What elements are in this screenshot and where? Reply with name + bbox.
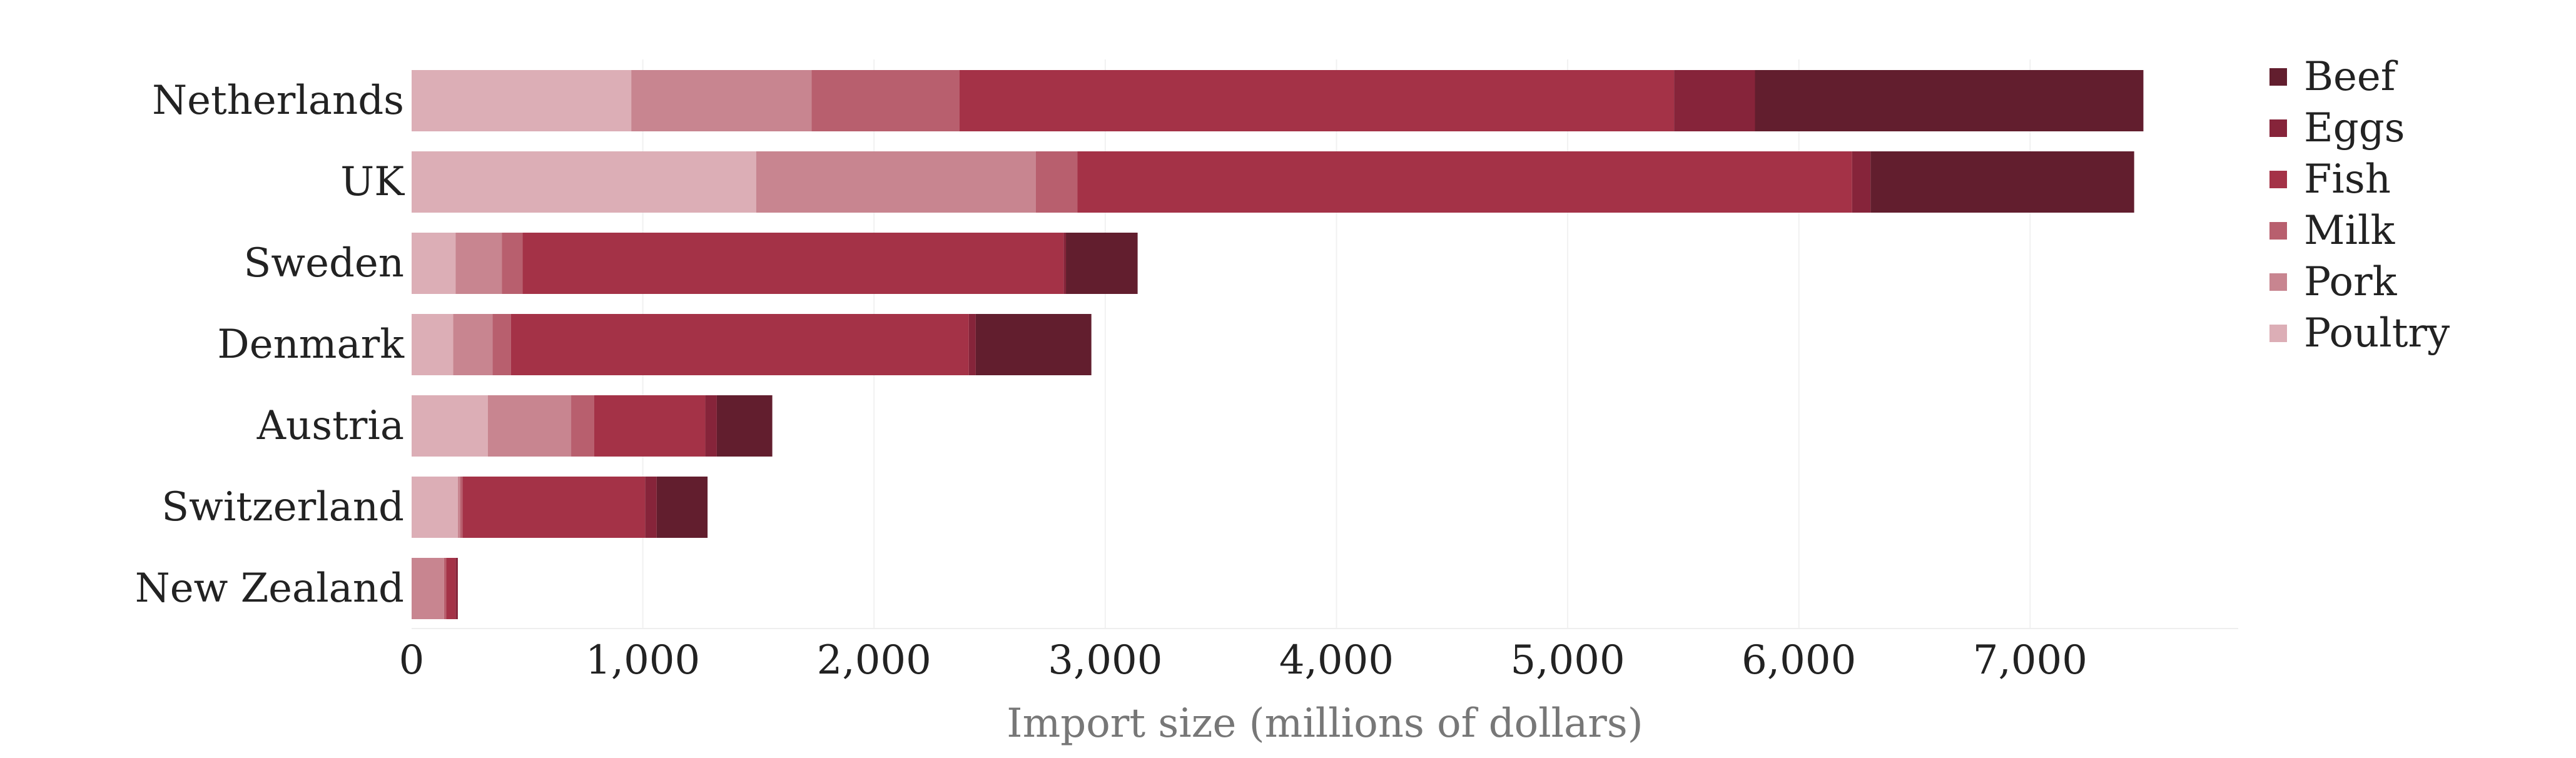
legend-label-beef: Beef — [2304, 54, 2398, 100]
bar-segment-eggs — [455, 558, 458, 619]
legend-swatch-fish — [2269, 171, 2287, 188]
legend-label-milk: Milk — [2304, 208, 2395, 254]
bar-segment-pork — [453, 314, 493, 375]
x-tick-label: 1,000 — [586, 637, 700, 684]
bar-segment-eggs — [705, 395, 717, 457]
bar-segment-eggs — [968, 314, 976, 375]
x-tick-label: 3,000 — [1048, 637, 1162, 684]
legend-item-milk: Milk — [2269, 208, 2395, 254]
bar-segment-milk — [571, 395, 594, 457]
legend: Beef Eggs Fish Milk Pork Poultry — [2269, 54, 2450, 356]
x-tick-label: 7,000 — [1973, 637, 2087, 684]
bar-segment-poultry — [412, 151, 756, 213]
legend-swatch-poultry — [2269, 325, 2287, 342]
x-tick-label: 5,000 — [1510, 637, 1625, 684]
bar-segment-eggs — [1063, 233, 1067, 294]
y-tick-label: Austria — [256, 403, 404, 449]
bar-segment-fish — [1077, 151, 1852, 213]
bar-segment-beef — [975, 314, 1092, 375]
x-axis-title: Import size (millions of dollars) — [1007, 700, 1643, 747]
legend-item-eggs: Eggs — [2269, 105, 2405, 151]
bar-segment-milk — [1035, 151, 1078, 213]
bar-segment-fish — [510, 314, 969, 375]
x-tick-label: 0 — [399, 637, 425, 684]
legend-label-eggs: Eggs — [2304, 105, 2405, 151]
bar-stack-switzerland — [412, 477, 708, 538]
bar-stack-netherlands — [412, 70, 2144, 131]
bar-segment-pork — [631, 70, 812, 131]
y-tick-label: Denmark — [217, 321, 405, 368]
bar-segment-fish — [462, 477, 646, 538]
bar-segment-fish — [960, 70, 1675, 131]
bar-segment-fish — [446, 558, 456, 619]
legend-item-fish: Fish — [2269, 156, 2391, 203]
legend-swatch-beef — [2269, 68, 2287, 86]
y-tick-label: Sweden — [243, 240, 404, 286]
legend-item-pork: Pork — [2269, 259, 2398, 305]
bar-segment-poultry — [412, 395, 488, 457]
bar-segment-beef — [656, 477, 708, 538]
legend-label-poultry: Poultry — [2304, 310, 2450, 356]
bar-stacks — [412, 70, 2144, 619]
y-tick-label: New Zealand — [135, 565, 404, 612]
bar-segment-beef — [1870, 151, 2134, 213]
legend-swatch-milk — [2269, 222, 2287, 240]
y-tick-label: Netherlands — [152, 78, 404, 124]
bar-segment-fish — [594, 395, 706, 457]
bar-segment-eggs — [645, 477, 657, 538]
legend-swatch-pork — [2269, 273, 2287, 291]
bar-segment-milk — [444, 558, 447, 619]
bar-segment-fish — [522, 233, 1064, 294]
legend-item-beef: Beef — [2269, 54, 2398, 100]
bar-segment-pork — [455, 233, 502, 294]
x-tick-label: 2,000 — [817, 637, 931, 684]
bar-segment-milk — [502, 233, 523, 294]
bar-stack-new-zealand — [412, 558, 458, 619]
bar-stack-sweden — [412, 233, 1138, 294]
legend-label-fish: Fish — [2304, 156, 2391, 203]
bar-segment-pork — [412, 558, 444, 619]
bar-segment-milk — [811, 70, 960, 131]
legend-item-poultry: Poultry — [2269, 310, 2450, 356]
bar-segment-poultry — [412, 233, 456, 294]
bar-segment-poultry — [412, 314, 454, 375]
bar-segment-beef — [1755, 70, 2144, 131]
bar-segment-beef — [1066, 233, 1138, 294]
bar-segment-pork — [487, 395, 572, 457]
bar-stack-denmark — [412, 314, 1092, 375]
y-axis-category-labels: Netherlands UK Sweden Denmark Austria Switzer… — [135, 78, 405, 612]
bar-stack-austria — [412, 395, 773, 457]
legend-label-pork: Pork — [2304, 259, 2398, 305]
y-tick-label: Switzerland — [161, 484, 404, 530]
bar-segment-milk — [492, 314, 511, 375]
bar-segment-eggs — [1852, 151, 1871, 213]
bar-segment-pork — [756, 151, 1036, 213]
legend-swatch-eggs — [2269, 119, 2287, 137]
y-tick-label: UK — [340, 159, 405, 205]
x-tick-label: 6,000 — [1742, 637, 1856, 684]
x-tick-label: 4,000 — [1279, 637, 1394, 684]
bar-segment-milk — [460, 477, 463, 538]
x-axis-tick-labels: 0 1,000 2,000 3,000 4,000 5,000 6,000 7,000 — [399, 637, 2087, 684]
bar-stack-uk — [412, 151, 2134, 213]
bar-segment-poultry — [412, 477, 458, 538]
bar-segment-eggs — [1674, 70, 1755, 131]
bar-segment-poultry — [412, 70, 632, 131]
bar-segment-pork — [457, 477, 460, 538]
bar-segment-beef — [716, 395, 773, 457]
